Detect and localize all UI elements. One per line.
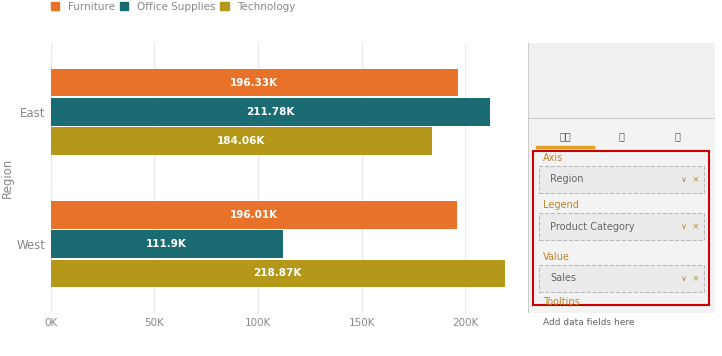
Text: ∨  ×: ∨ ×: [681, 175, 700, 184]
Bar: [528, 43, 715, 119]
Text: ∨  ×: ∨ ×: [681, 222, 700, 231]
Bar: [51, 98, 490, 126]
FancyBboxPatch shape: [539, 166, 703, 193]
Legend: Furniture, Office Supplies, Technology: Furniture, Office Supplies, Technology: [51, 0, 295, 11]
Text: 111.9K: 111.9K: [146, 239, 187, 249]
Text: Axis: Axis: [543, 153, 563, 163]
Text: 🖌: 🖌: [618, 131, 625, 141]
Bar: [51, 69, 458, 96]
Text: Sales: Sales: [550, 273, 576, 283]
Text: 196.01K: 196.01K: [230, 210, 278, 220]
Text: Value: Value: [543, 252, 570, 262]
Text: ⬜⬛: ⬜⬛: [560, 131, 571, 141]
FancyBboxPatch shape: [539, 213, 703, 240]
Text: Tooltips: Tooltips: [543, 297, 580, 307]
Text: 🔍: 🔍: [674, 131, 680, 141]
Text: 218.87K: 218.87K: [253, 268, 302, 278]
Bar: [51, 201, 457, 229]
FancyBboxPatch shape: [539, 265, 703, 292]
Bar: [51, 260, 505, 287]
Text: 196.33K: 196.33K: [230, 78, 278, 88]
Text: Product Category: Product Category: [550, 222, 635, 232]
FancyBboxPatch shape: [534, 151, 709, 305]
Text: Add data fields here: Add data fields here: [543, 318, 634, 327]
Text: Legend: Legend: [543, 200, 578, 210]
Text: ∨  ×: ∨ ×: [681, 274, 700, 283]
Bar: [51, 230, 283, 258]
Text: 184.06K: 184.06K: [217, 136, 266, 146]
Bar: [51, 127, 432, 155]
Y-axis label: Region: Region: [1, 158, 14, 198]
Text: 211.78K: 211.78K: [246, 107, 295, 117]
Text: Region: Region: [550, 174, 583, 184]
